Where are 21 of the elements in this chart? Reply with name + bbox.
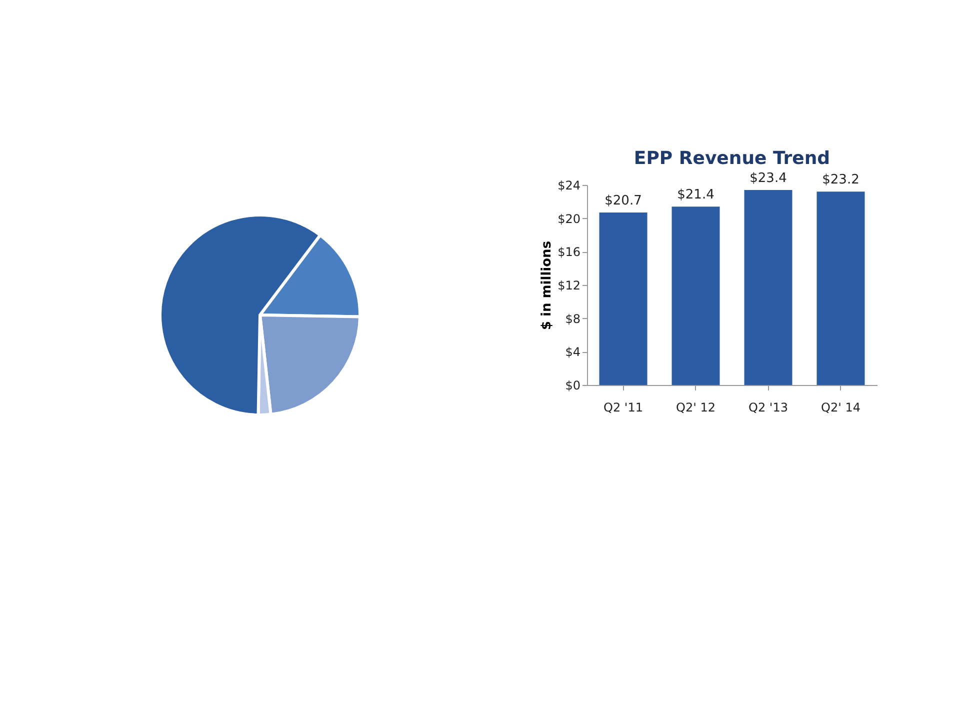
- y-tick-label: $8: [565, 312, 580, 326]
- bar: [672, 206, 720, 385]
- y-tick-label: $20: [558, 212, 580, 226]
- bar: [816, 192, 865, 385]
- bar: [599, 212, 648, 385]
- y-tick-label: $12: [558, 278, 580, 292]
- chart-title: EPP Revenue Trend: [634, 148, 830, 169]
- bar: [744, 190, 792, 385]
- y-tick-label: $24: [558, 178, 580, 192]
- data-label: $23.2: [822, 172, 860, 188]
- data-label: $23.4: [750, 171, 787, 186]
- data-label: $20.7: [604, 194, 642, 208]
- x-tick-label: Q2 '13: [748, 400, 788, 414]
- x-tick-label: Q2' 12: [676, 400, 716, 414]
- y-axis-title: $ in millions: [540, 240, 555, 330]
- x-tick-label: Q2' 14: [821, 400, 860, 414]
- y-tick-label: $0: [565, 378, 580, 392]
- y-tick-label: $16: [558, 245, 580, 260]
- y-tick-label: $4: [565, 345, 580, 360]
- data-label: $21.4: [677, 188, 714, 203]
- x-tick-label: Q2 '11: [604, 400, 643, 414]
